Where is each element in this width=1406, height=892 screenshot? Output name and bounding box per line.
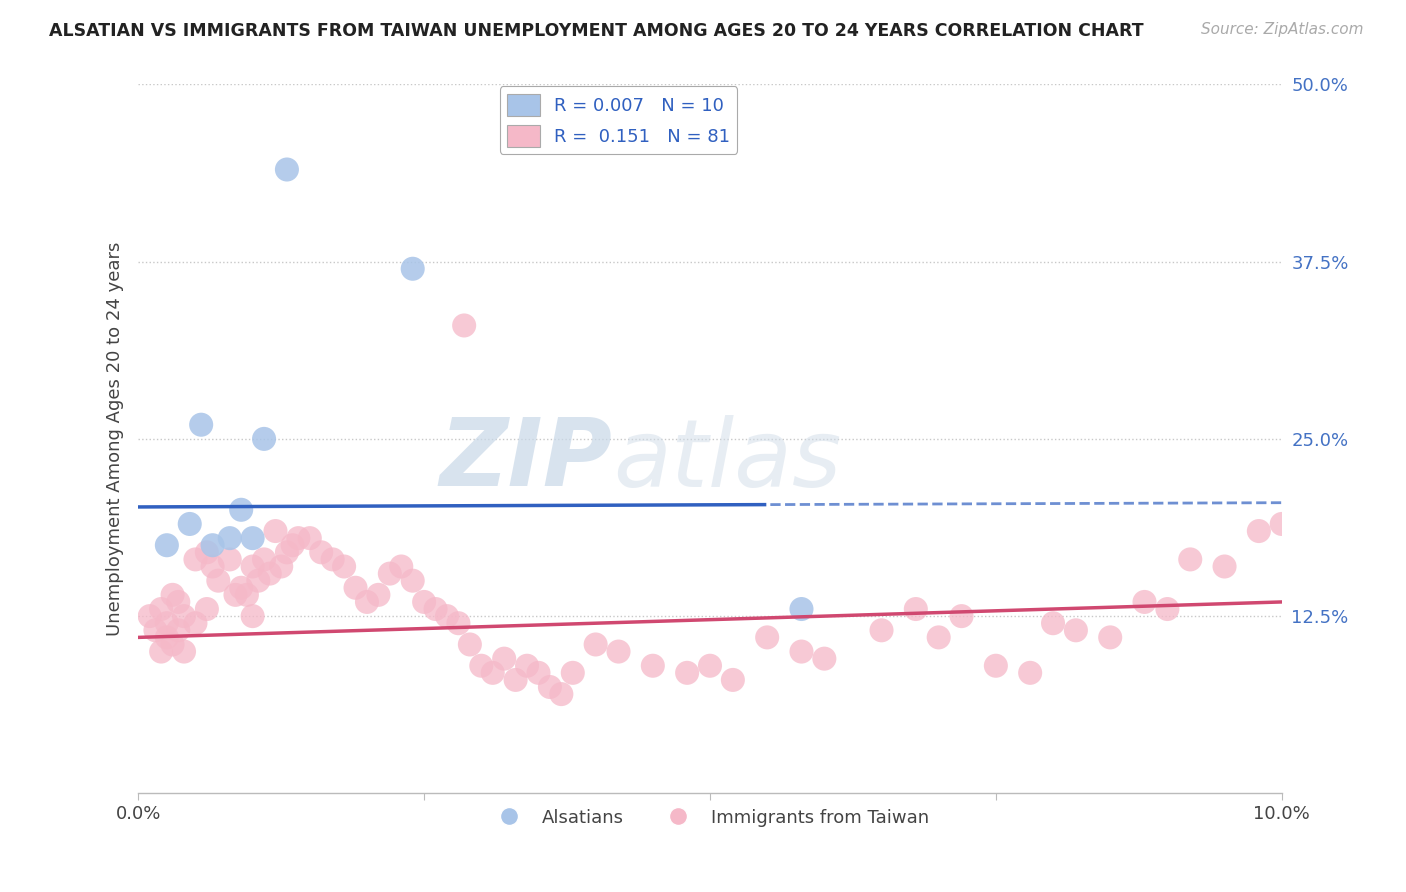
Point bbox=[870, 624, 893, 638]
Point bbox=[207, 574, 229, 588]
Point bbox=[447, 616, 470, 631]
Point bbox=[527, 665, 550, 680]
Point bbox=[402, 261, 425, 276]
Point bbox=[1099, 631, 1122, 645]
Point bbox=[436, 609, 458, 624]
Point bbox=[173, 609, 195, 624]
Point bbox=[247, 574, 270, 588]
Point bbox=[150, 602, 173, 616]
Point bbox=[231, 581, 253, 595]
Point bbox=[538, 680, 561, 694]
Point bbox=[453, 318, 475, 333]
Point bbox=[481, 665, 503, 680]
Point bbox=[1180, 552, 1202, 566]
Point bbox=[550, 687, 572, 701]
Point bbox=[1042, 616, 1064, 631]
Point bbox=[950, 609, 973, 624]
Point bbox=[585, 638, 607, 652]
Point bbox=[790, 644, 813, 658]
Point bbox=[309, 545, 332, 559]
Point bbox=[253, 432, 276, 446]
Point bbox=[253, 552, 276, 566]
Point bbox=[904, 602, 927, 616]
Point bbox=[344, 581, 367, 595]
Point bbox=[1133, 595, 1156, 609]
Point bbox=[928, 631, 950, 645]
Point bbox=[607, 644, 630, 658]
Point bbox=[281, 538, 304, 552]
Point bbox=[470, 658, 492, 673]
Point bbox=[1156, 602, 1178, 616]
Point bbox=[699, 658, 721, 673]
Point bbox=[276, 545, 298, 559]
Point bbox=[516, 658, 538, 673]
Point bbox=[356, 595, 378, 609]
Point bbox=[236, 588, 259, 602]
Point bbox=[322, 552, 344, 566]
Point bbox=[790, 602, 813, 616]
Point bbox=[190, 417, 212, 432]
Text: atlas: atlas bbox=[613, 415, 841, 506]
Point bbox=[167, 595, 190, 609]
Point bbox=[156, 538, 179, 552]
Point bbox=[333, 559, 356, 574]
Text: Source: ZipAtlas.com: Source: ZipAtlas.com bbox=[1201, 22, 1364, 37]
Point bbox=[231, 503, 253, 517]
Point bbox=[1064, 624, 1087, 638]
Point bbox=[458, 638, 481, 652]
Point bbox=[184, 616, 207, 631]
Point bbox=[201, 538, 224, 552]
Point bbox=[173, 644, 195, 658]
Point bbox=[505, 673, 527, 687]
Point bbox=[156, 631, 179, 645]
Legend: Alsatians, Immigrants from Taiwan: Alsatians, Immigrants from Taiwan bbox=[484, 802, 936, 834]
Point bbox=[676, 665, 699, 680]
Point bbox=[641, 658, 664, 673]
Point bbox=[150, 644, 173, 658]
Point bbox=[389, 559, 412, 574]
Text: ZIP: ZIP bbox=[440, 414, 613, 506]
Point bbox=[378, 566, 401, 581]
Point bbox=[494, 651, 516, 665]
Point bbox=[242, 609, 264, 624]
Point bbox=[270, 559, 292, 574]
Point bbox=[721, 673, 744, 687]
Point bbox=[167, 624, 190, 638]
Point bbox=[756, 631, 779, 645]
Point bbox=[156, 616, 179, 631]
Text: ALSATIAN VS IMMIGRANTS FROM TAIWAN UNEMPLOYMENT AMONG AGES 20 TO 24 YEARS CORREL: ALSATIAN VS IMMIGRANTS FROM TAIWAN UNEMP… bbox=[49, 22, 1144, 40]
Point bbox=[162, 638, 184, 652]
Point bbox=[145, 624, 167, 638]
Point bbox=[195, 545, 218, 559]
Point bbox=[259, 566, 281, 581]
Point bbox=[242, 559, 264, 574]
Point bbox=[402, 574, 425, 588]
Point bbox=[179, 516, 201, 531]
Point bbox=[298, 531, 321, 545]
Point bbox=[287, 531, 309, 545]
Point bbox=[138, 609, 160, 624]
Point bbox=[218, 552, 240, 566]
Point bbox=[276, 162, 298, 177]
Point bbox=[195, 602, 218, 616]
Point bbox=[201, 559, 224, 574]
Point bbox=[218, 531, 240, 545]
Point bbox=[1247, 524, 1270, 538]
Y-axis label: Unemployment Among Ages 20 to 24 years: Unemployment Among Ages 20 to 24 years bbox=[107, 242, 124, 636]
Point bbox=[425, 602, 447, 616]
Point bbox=[367, 588, 389, 602]
Point bbox=[561, 665, 583, 680]
Point bbox=[242, 531, 264, 545]
Point bbox=[413, 595, 436, 609]
Point bbox=[1019, 665, 1042, 680]
Point bbox=[1213, 559, 1236, 574]
Point bbox=[264, 524, 287, 538]
Point bbox=[184, 552, 207, 566]
Point bbox=[162, 588, 184, 602]
Point bbox=[813, 651, 835, 665]
Point bbox=[1271, 516, 1294, 531]
Point bbox=[224, 588, 246, 602]
Point bbox=[984, 658, 1007, 673]
